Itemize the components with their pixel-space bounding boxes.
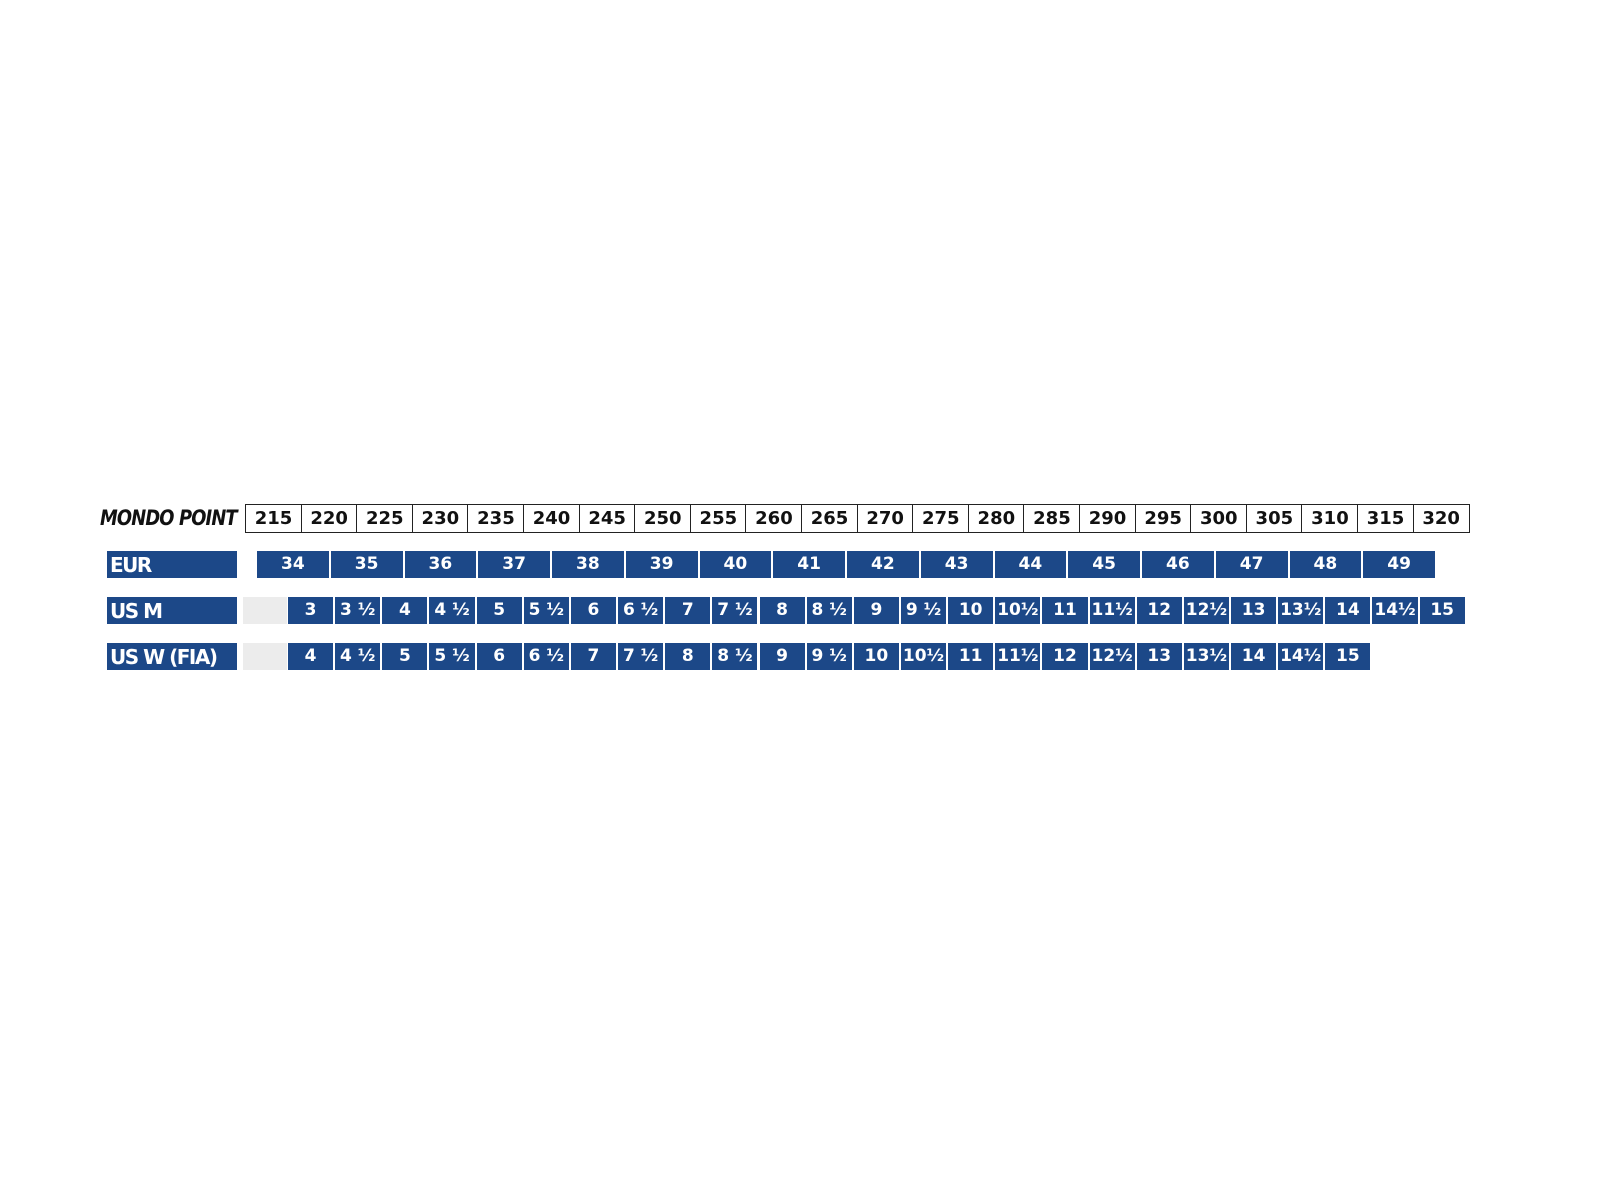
us-m-cell: 8	[759, 597, 807, 624]
eur-cell: 35	[330, 551, 405, 578]
eur-cell: 36	[404, 551, 479, 578]
us-m-cell: 15	[1419, 597, 1467, 624]
us-m-cell: 5 ½	[523, 597, 571, 624]
eur-cell: 45	[1068, 551, 1142, 578]
us-w-cell: 8	[665, 643, 713, 670]
us-m-cell: 10½	[995, 597, 1043, 624]
eur-cell: 44	[994, 551, 1069, 578]
us-w-cell: 4 ½	[335, 643, 383, 670]
us-m-cell: 5	[476, 597, 524, 624]
mondo-point-cell: 300	[1190, 504, 1248, 533]
eur-cell: 43	[920, 551, 995, 578]
us-w-cell: 7	[570, 643, 619, 670]
us-m-cell: 14	[1325, 597, 1373, 624]
eur-cell: 41	[773, 551, 847, 578]
us-m-cell: 7 ½	[712, 597, 760, 624]
us-w-cell: 11	[948, 643, 996, 670]
mondo-point-cell: 315	[1357, 504, 1415, 533]
mondo-point-cell: 295	[1134, 504, 1192, 533]
eur-cell: 39	[625, 551, 700, 578]
us-m-cell: 3	[288, 597, 336, 624]
us-m-cell: 9 ½	[900, 597, 949, 624]
us-m-cell: 8 ½	[806, 597, 854, 624]
us-m-cell: 4 ½	[429, 597, 477, 624]
us-m-cell: 12½	[1183, 597, 1231, 624]
blank-cell	[243, 597, 287, 624]
us-m-label: US M	[107, 597, 237, 624]
mondo-point-cell: 320	[1412, 504, 1470, 533]
us-w-cell: 7 ½	[618, 643, 666, 670]
us-m-cell: 13	[1231, 597, 1279, 624]
us-w-cell: 10½	[900, 643, 949, 670]
mondo-point-cell: 270	[856, 504, 914, 533]
mondo-point-cell: 305	[1245, 504, 1303, 533]
eur-cell: 42	[847, 551, 921, 578]
mondo-point-cell: 255	[689, 504, 747, 533]
mondo-point-cell: 240	[523, 504, 581, 533]
us-w-cell: 14	[1231, 643, 1279, 670]
us-m-cell: 9	[853, 597, 901, 624]
eur-cell: 37	[478, 551, 552, 578]
mondo-point-cell: 250	[634, 504, 692, 533]
us-w-cell: 4	[288, 643, 336, 670]
mondo-point-cell: 215	[245, 504, 303, 533]
mondo-point-cell: 245	[578, 504, 636, 533]
us-m-cell: 6 ½	[618, 597, 666, 624]
us-w-cell: 11½	[995, 643, 1043, 670]
us-w-cell: 9	[759, 643, 807, 670]
mondo-point-cell: 265	[801, 504, 859, 533]
eur-cell: 48	[1289, 551, 1364, 578]
us-m-cell: 11	[1042, 597, 1090, 624]
us-w-cell: 8 ½	[712, 643, 760, 670]
us-w-cell: 12	[1042, 643, 1090, 670]
us-w-cell: 9 ½	[806, 643, 854, 670]
mondo-point-cell: 260	[745, 504, 803, 533]
mondo-point-cell: 275	[912, 504, 970, 533]
blank-cell	[243, 643, 287, 670]
us-w-cell: 15	[1325, 643, 1373, 670]
mondo-point-cell: 280	[967, 504, 1025, 533]
eur-cell: 40	[699, 551, 774, 578]
us-m-cell: 7	[665, 597, 713, 624]
us-w-cell: 12½	[1089, 643, 1137, 670]
us-w-cell: 13	[1136, 643, 1184, 670]
eur-label: EUR	[107, 551, 237, 578]
eur-cell: 46	[1142, 551, 1216, 578]
mondo-point-cell: 290	[1079, 504, 1137, 533]
us-w-cell: 5 ½	[429, 643, 477, 670]
us-m-cell: 13½	[1278, 597, 1326, 624]
us-m-cell: 3 ½	[335, 597, 383, 624]
us-w-cell: 13½	[1183, 643, 1231, 670]
mondo-point-cell: 285	[1023, 504, 1081, 533]
mondo-point-cell: 230	[411, 504, 469, 533]
us-w-label: US W (FIA)	[107, 643, 237, 670]
mondo-point-cell: 235	[467, 504, 525, 533]
us-m-cell: 6	[570, 597, 619, 624]
us-m-cell: 11½	[1089, 597, 1137, 624]
us-w-cell: 14½	[1278, 643, 1326, 670]
us-m-cell: 4	[382, 597, 430, 624]
us-w-cell: 6	[476, 643, 524, 670]
us-w-cell: 6 ½	[523, 643, 571, 670]
mondo-point-cell: 225	[356, 504, 414, 533]
eur-cell: 49	[1363, 551, 1437, 578]
eur-cell: 47	[1215, 551, 1290, 578]
us-w-cell: 5	[382, 643, 430, 670]
mondo-point-label: MONDO POINT	[100, 506, 238, 530]
eur-cell: 34	[257, 551, 331, 578]
us-m-cell: 10	[948, 597, 996, 624]
us-m-cell: 12	[1136, 597, 1184, 624]
mondo-point-cell: 310	[1301, 504, 1359, 533]
us-w-cell: 10	[853, 643, 901, 670]
us-m-cell: 14½	[1372, 597, 1420, 624]
eur-cell: 38	[552, 551, 626, 578]
mondo-point-cell: 220	[300, 504, 358, 533]
